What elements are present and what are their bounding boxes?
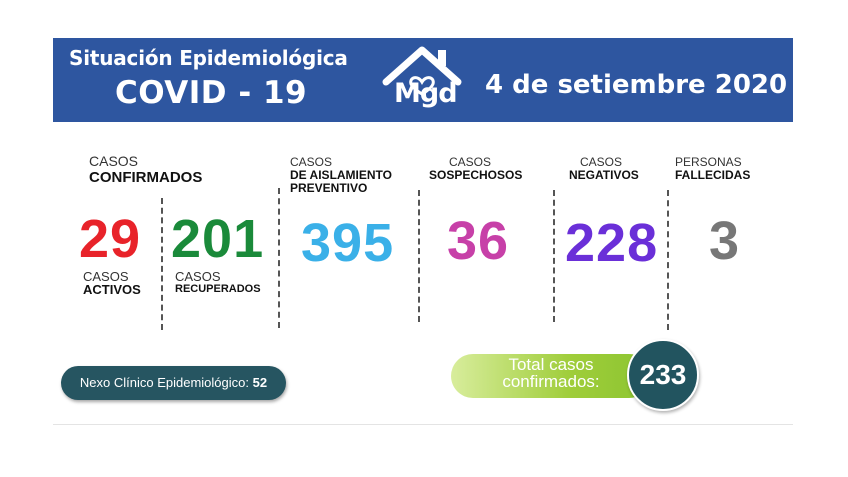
sospechosos-value: 36 — [447, 211, 510, 271]
total-label: Total casos confirmados: — [491, 356, 611, 390]
fallecidas-label-top: PERSONAS — [675, 155, 742, 169]
nexo-clinico-badge: Nexo Clínico Epidemiológico: 52 — [61, 366, 286, 400]
header-title-line1: Situación Epidemiológica — [69, 46, 348, 70]
divider-3 — [418, 190, 420, 322]
recuperados-label-bold: RECUPERADOS — [175, 283, 261, 295]
covid-report-card: Situación Epidemiológica COVID - 19 Mgd … — [53, 38, 793, 425]
sospechosos-label-bold: SOSPECHOSOS — [429, 168, 523, 182]
total-value: 233 — [627, 339, 699, 411]
sospechosos-label-top: CASOS — [449, 155, 492, 169]
fallecidas-label-bold: FALLECIDAS — [675, 168, 751, 182]
confirmados-label-top: CASOS — [89, 153, 139, 169]
total-label-line1: Total casos — [508, 355, 594, 374]
divider-4 — [553, 190, 555, 322]
fallecidas-value: 3 — [709, 211, 741, 271]
activos-label-bold: ACTIVOS — [83, 282, 141, 297]
negativos-value: 228 — [565, 213, 659, 273]
recuperados-label-top: CASOS — [175, 269, 221, 284]
aislamiento-label-top: CASOS — [290, 155, 333, 169]
divider-5 — [667, 190, 669, 330]
nexo-value: 52 — [252, 375, 268, 390]
activos-label-top: CASOS — [83, 269, 129, 284]
divider-1 — [161, 198, 163, 330]
aislamiento-value: 395 — [301, 213, 395, 273]
report-date: 4 de setiembre 2020 — [485, 70, 788, 100]
confirmados-label-bold: CONFIRMADOS — [89, 169, 203, 186]
total-label-line2: confirmados: — [502, 372, 600, 391]
house-heart-icon — [382, 46, 462, 96]
negativos-label-bold: NEGATIVOS — [569, 168, 639, 182]
divider-2 — [278, 188, 280, 328]
logo-text: Mgd — [394, 78, 458, 109]
activos-value: 29 — [79, 209, 142, 269]
nexo-label: Nexo Clínico Epidemiológico: — [79, 375, 249, 390]
total-pill — [451, 354, 651, 398]
negativos-label-top: CASOS — [580, 155, 623, 169]
report-header: Situación Epidemiológica COVID - 19 Mgd … — [53, 38, 793, 122]
mgd-logo: Mgd — [380, 42, 464, 118]
aislamiento-label-bold1: DE AISLAMIENTO — [290, 168, 393, 182]
aislamiento-label-bold2: PREVENTIVO — [290, 181, 368, 195]
header-title-line2: COVID - 19 — [115, 75, 308, 111]
recuperados-value: 201 — [171, 209, 265, 269]
